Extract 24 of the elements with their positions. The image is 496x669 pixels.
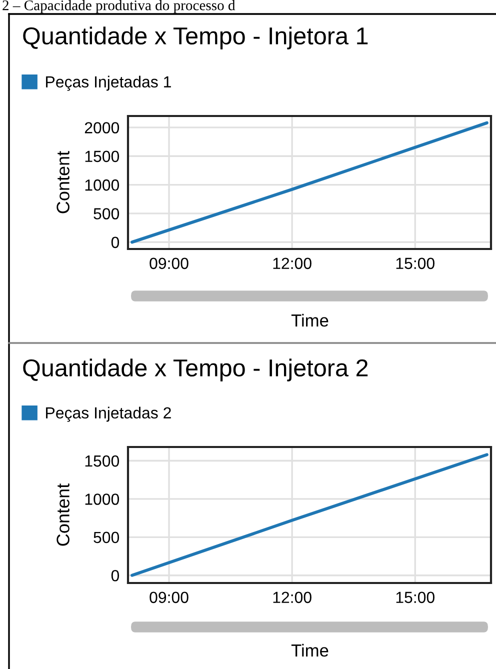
y-axis-title: Content [56,484,70,546]
chart-title: Quantidade x Tempo - Injetora 1 [23,26,368,50]
x-tick-label: 15:00 [396,592,434,604]
y-axis-title: Content [56,151,70,214]
y-tick-label: 0 [111,570,120,582]
legend-label: Peças Injetadas 2 [46,406,171,422]
x-tick-label: 09:00 [150,592,188,604]
y-tick-label: 2000 [84,122,120,134]
y-tick-label: 1500 [85,150,120,162]
x-tick-label: 12:00 [273,258,312,270]
y-tick-label: 500 [94,208,120,220]
text: 2 – Capacidade produtiva do processo d [2,0,236,14]
x-tick-label: 09:00 [150,258,188,270]
y-tick-label: 0 [111,236,120,248]
x-tick-label: 15:00 [396,258,434,270]
x-tick-label: 12:00 [273,592,312,604]
x-axis-title: Time [291,644,328,657]
y-tick-label: 500 [94,532,120,544]
y-tick-label: 1000 [85,494,120,505]
chart-title: Quantidade x Tempo - Injetora 2 [23,358,368,382]
legend-label: Peças Injetadas 1 [46,76,171,91]
x-axis-title: Time [291,314,328,327]
y-tick-label: 1500 [85,455,120,467]
y-tick-label: 1000 [85,179,120,191]
